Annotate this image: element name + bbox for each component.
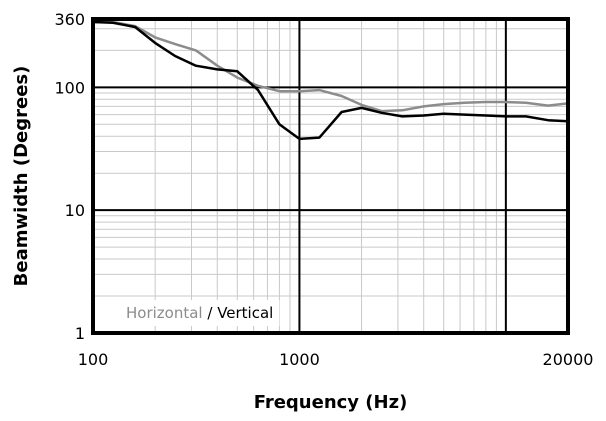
legend: Horizontal / Vertical bbox=[120, 300, 280, 326]
legend-entry-vertical: Vertical bbox=[217, 304, 273, 322]
y-axis-title: Beamwidth (Degrees) bbox=[11, 66, 32, 287]
y-tick-label: 360 bbox=[54, 10, 85, 29]
legend-text: Horizontal / Vertical bbox=[126, 304, 273, 322]
y-tick-label: 10 bbox=[65, 201, 85, 220]
y-tick-labels: 1 10 100 360 bbox=[54, 10, 85, 343]
legend-separator: / bbox=[203, 304, 218, 322]
x-tick-label: 20000 bbox=[543, 350, 594, 369]
x-axis-title: Frequency (Hz) bbox=[254, 392, 408, 413]
x-tick-label: 100 bbox=[78, 350, 109, 369]
y-tick-label: 1 bbox=[75, 324, 85, 343]
major-gridlines bbox=[93, 19, 568, 333]
y-tick-label: 100 bbox=[54, 78, 85, 97]
legend-entry-horizontal: Horizontal bbox=[126, 304, 203, 322]
plot-frame bbox=[91, 17, 570, 335]
x-tick-label: 1000 bbox=[279, 350, 320, 369]
x-tick-labels: 100 1000 20000 bbox=[78, 350, 594, 369]
series-layer bbox=[92, 20, 569, 141]
legend-background bbox=[120, 300, 280, 326]
series-line-horizontal bbox=[93, 20, 569, 113]
series-line-vertical bbox=[92, 20, 569, 141]
